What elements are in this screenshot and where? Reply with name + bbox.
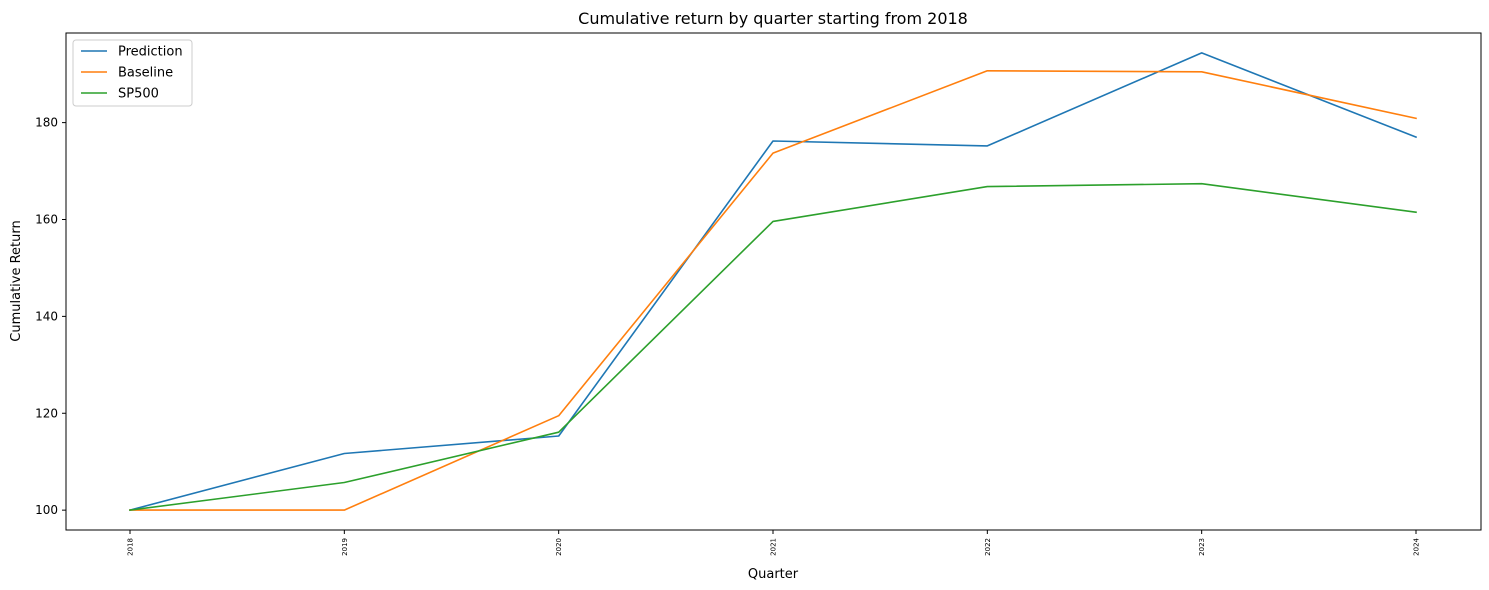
series-lines — [129, 52, 1418, 512]
y-tick-label: 100 — [35, 503, 58, 517]
legend-label-baseline: Baseline — [118, 66, 173, 81]
x-tick-label: 2023 — [1198, 538, 1206, 556]
x-tick-label: 2018 — [127, 538, 135, 556]
legend-label-prediction: Prediction — [118, 45, 183, 60]
y-tick-label: 160 — [35, 212, 58, 226]
x-tick-label: 2022 — [984, 538, 992, 556]
series-line-baseline — [129, 70, 1417, 511]
legend-label-sp500: SP500 — [118, 87, 159, 102]
legend-frame — [72, 39, 193, 107]
series-line-sp500 — [129, 182, 1417, 511]
x-tick-label: 2020 — [555, 538, 563, 556]
x-axis-label: Quarter — [748, 567, 799, 582]
legend: Prediction Baseline SP500 — [72, 39, 193, 107]
x-tick-label: 2021 — [770, 538, 778, 556]
y-axis-ticks: 100 120 140 160 180 — [35, 116, 66, 517]
plot-area: 100 120 140 160 180 2018 2019 2020 2021 2022 2023… — [35, 32, 1482, 556]
y-tick-label: 180 — [35, 116, 58, 130]
y-tick-label: 120 — [35, 406, 58, 420]
y-tick-label: 140 — [35, 309, 58, 323]
chart-title: Cumulative return by quarter starting fr… — [578, 9, 968, 28]
legend-items: Prediction Baseline SP500 — [81, 45, 183, 102]
y-axis-label: Cumulative Return — [9, 220, 24, 341]
x-tick-label: 2024 — [1413, 537, 1421, 555]
plot-frame — [65, 32, 1482, 531]
series-line-prediction — [129, 52, 1418, 512]
x-tick-label: 2019 — [341, 538, 349, 556]
x-axis-ticks: 2018 2019 2020 2021 2022 2023 2024 — [127, 530, 1421, 556]
